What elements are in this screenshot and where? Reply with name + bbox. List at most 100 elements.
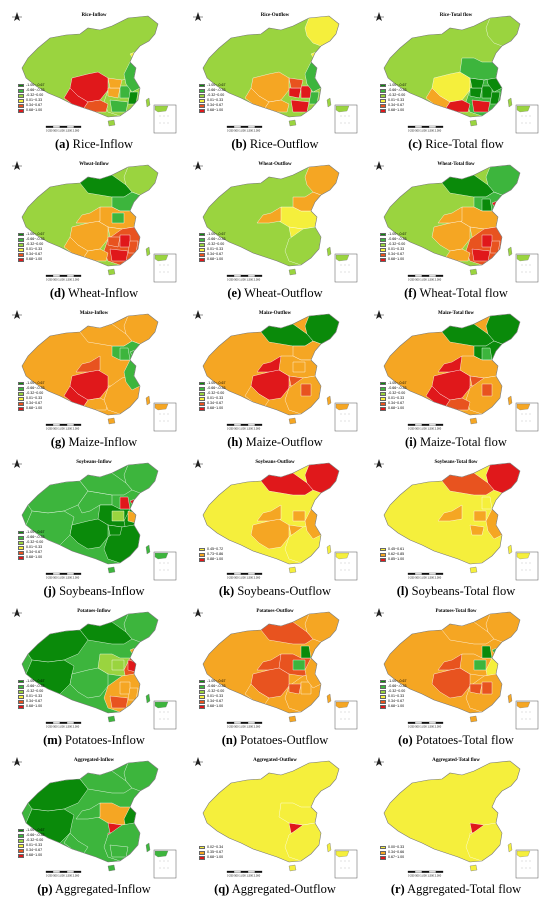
inset-island-dot — [521, 569, 523, 571]
south-china-sea-inset — [515, 700, 539, 730]
legend-label: 0.02~0.34 — [207, 845, 224, 849]
panel-letter: (r) — [390, 882, 405, 896]
china-map: 0 250 500 1,000 1,500 2,000 — [374, 161, 539, 283]
legend-swatch — [18, 551, 24, 555]
panel-caption: (b) Rice-Outflow — [189, 137, 361, 152]
legend-entry: -1.00~-0.67 — [199, 83, 225, 88]
panel-caption-text: Rice-Total flow — [422, 137, 504, 151]
taiwan-island — [145, 246, 151, 257]
panel-caption-text: Wheat-Outflow — [241, 286, 323, 300]
map-panel-a: 0 250 500 1,000 1,500 2,000 Rice-Inflow -1… — [8, 8, 180, 156]
south-china-sea-inset — [515, 253, 539, 283]
legend-entry: 0.01~0.33 — [18, 98, 44, 103]
panel-caption-text: Aggregated-Total flow — [404, 882, 522, 896]
legend-entry: 0.68~1.00 — [380, 108, 406, 113]
legend-swatch — [199, 694, 205, 699]
legend-label: 0.01~0.33 — [207, 247, 224, 252]
scale-bar-label: 0 250 500 1,000 1,500 2,000 — [46, 278, 80, 282]
legend-label: 0.34~0.66 — [388, 850, 405, 855]
legend-swatch — [199, 705, 205, 709]
china-map: 0 250 500 1,000 1,500 2,000 — [12, 459, 177, 581]
inset-island-dot — [525, 413, 527, 415]
inset-land — [516, 403, 531, 411]
inset-island-dot — [344, 562, 346, 564]
legend-swatch — [18, 700, 24, 704]
inset-island-dot — [521, 122, 523, 124]
inset-island-dot — [344, 718, 346, 720]
legend-swatch — [380, 83, 386, 88]
inset-island-dot — [529, 115, 531, 117]
map-panel-r: 0 250 500 1,000 1,500 2,000 Aggregated-To… — [370, 753, 542, 901]
inset-island-dot — [167, 569, 169, 571]
legend-entry: 0.34~0.67 — [199, 252, 225, 257]
legend-label: -0.66~-0.33 — [207, 88, 226, 93]
inset-island-dot — [167, 420, 169, 422]
map-panel-n: 0 250 500 1,000 1,500 2,000 Potatoes-Outf… — [189, 604, 361, 752]
south-china-sea-inset — [515, 104, 539, 134]
china-map: 0 250 500 1,000 1,500 2,000 — [12, 161, 177, 283]
map-title: Wheat-Inflow — [79, 162, 109, 167]
taiwan-island — [507, 97, 513, 108]
china-map: 0 250 500 1,000 1,500 2,000 — [193, 310, 358, 432]
hainan-island — [288, 417, 297, 425]
inset-island-dot — [163, 860, 165, 862]
scale-bar-label: 0 250 500 1,000 1,500 2,000 — [46, 874, 80, 878]
inset-island-dot — [525, 860, 527, 862]
legend-swatch — [18, 679, 24, 684]
inset-island-dot — [525, 711, 527, 713]
panel-caption-text: Potatoes-Outflow — [236, 733, 329, 747]
legend-label: 0.68~1.00 — [26, 555, 43, 560]
map-legend: -1.00~-0.67 -0.66~-0.33 -0.32~0.00 0.01~0.3… — [199, 679, 225, 710]
inset-island-dot — [159, 718, 161, 720]
legend-label: -0.66~-0.33 — [207, 386, 226, 391]
region-gd — [471, 99, 491, 113]
legend-entry: 0.67~1.00 — [380, 855, 404, 860]
panel-caption: (q) Aggregated-Outflow — [189, 882, 361, 897]
legend-swatch — [380, 258, 386, 262]
legend-label: -1.00~-0.67 — [26, 83, 45, 87]
panel-caption-text: Maize-Inflow — [65, 435, 138, 449]
map-title: Maize-Outflow — [258, 311, 292, 316]
map-title: Maize-Inflow — [79, 311, 109, 316]
legend-swatch — [380, 396, 386, 401]
inset-island-dot — [348, 867, 350, 869]
map-legend: -1.00~-0.67 -0.66~-0.33 -0.32~0.00 0.01~0.3… — [199, 232, 225, 263]
legend-label: 0.34~0.67 — [26, 550, 43, 555]
panel-caption-text: Soybeans-Inflow — [55, 584, 145, 598]
legend-label: -0.32~0.00 — [26, 689, 44, 694]
inset-island-dot — [163, 867, 165, 869]
legend-entry: 0.34~0.67 — [380, 103, 406, 108]
legend-entry: -0.32~0.00 — [199, 242, 225, 247]
inset-island-dot — [344, 420, 346, 422]
region-hn — [107, 87, 121, 99]
legend-label: 0.88~1.00 — [207, 557, 224, 562]
inset-island-dot — [521, 264, 523, 266]
inset-island-dot — [159, 271, 161, 273]
map-title: Maize-Total flow — [437, 311, 475, 316]
legend-label: 0.68~1.00 — [388, 704, 405, 709]
inset-island-dot — [340, 420, 342, 422]
legend-swatch — [18, 705, 24, 709]
legend-label: -0.32~0.00 — [26, 540, 44, 545]
inset-island-dot — [167, 867, 169, 869]
scale-bar-label: 0 250 500 1,000 1,500 2,000 — [46, 427, 80, 431]
north-arrow-icon — [374, 608, 384, 617]
region-jx — [481, 234, 493, 248]
hainan-island — [107, 119, 116, 127]
scale-bar-label: 0 250 500 1,000 1,500 2,000 — [227, 129, 261, 133]
north-arrow-icon — [193, 310, 203, 319]
hainan-island — [288, 566, 297, 574]
region-heb — [481, 347, 493, 361]
north-arrow-icon — [12, 310, 22, 319]
legend-entry: 0.68~1.00 — [18, 853, 44, 858]
panel-caption-text: Wheat-Inflow — [65, 286, 139, 300]
legend-entry: -0.32~0.00 — [18, 689, 44, 694]
region-fj — [127, 91, 139, 105]
country-outline — [202, 462, 340, 565]
hainan-island — [469, 864, 478, 872]
region-hen — [111, 212, 125, 224]
legend-label: 0.35~0.67 — [207, 850, 224, 855]
legend-swatch — [18, 843, 24, 848]
legend-label: 0.01~0.33 — [388, 98, 405, 103]
hainan-island — [107, 566, 116, 574]
